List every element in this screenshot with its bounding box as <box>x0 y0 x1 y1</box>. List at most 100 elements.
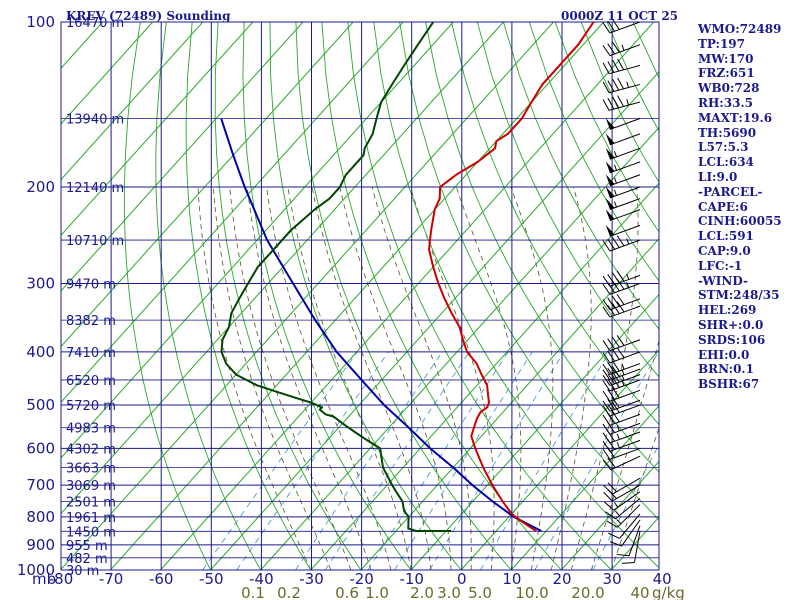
index-line: WMO:72489 <box>698 22 782 36</box>
wind-barb-half-flag <box>626 238 630 245</box>
wind-barb-flag <box>607 282 616 293</box>
dry-adiabat-line <box>185 22 312 570</box>
moist-adiabat-line <box>229 186 352 570</box>
mixing-ratio-tick-label: 3.0 <box>437 584 461 600</box>
pressure-tick-label: 100 <box>26 13 55 31</box>
wind-barb-staff <box>609 305 641 318</box>
wind-barb-flag <box>622 562 635 564</box>
isotherm-line <box>61 22 554 570</box>
height-label: 482 m <box>66 552 108 567</box>
height-label: 2501 m <box>66 496 116 511</box>
wind-barb-staff <box>612 477 641 495</box>
wind-barb <box>603 484 641 502</box>
wind-barb-flag <box>605 511 616 520</box>
isotherm-line <box>61 22 254 236</box>
indices-panel: WMO:72489 TP:197 MW:170 FRZ:651 WB0:728 RH:33… <box>698 22 798 392</box>
wind-barb-flag <box>607 304 616 316</box>
index-line: LCL:634 <box>698 155 754 170</box>
index-line: L57:5.3 <box>698 140 749 155</box>
wind-barb-flag <box>607 457 616 468</box>
wind-barb-half-flag <box>621 379 625 386</box>
wind-barb-half-flag <box>626 99 629 106</box>
moist-adiabat-line <box>371 186 472 570</box>
wind-barb-flag <box>607 373 616 385</box>
wind-barb <box>602 77 641 94</box>
index-line: SRDS:106 <box>698 332 766 347</box>
wind-barb <box>604 491 641 511</box>
wind-barb-flag <box>611 397 620 409</box>
wind-barb-flag <box>611 411 620 423</box>
wind-barb-flag <box>616 553 630 557</box>
mixing-ratio-tick-label: 2.0 <box>410 584 434 600</box>
wind-barb-staff <box>609 174 641 187</box>
wind-barb-flag <box>608 532 620 539</box>
wind-barb-flag <box>602 240 611 252</box>
dry-adiabat-line <box>528 22 659 282</box>
pressure-tick-label: 700 <box>26 476 55 494</box>
dry-adiabat-line <box>295 22 512 570</box>
wind-barb-staff <box>609 21 641 34</box>
wind-barb-staff <box>609 282 641 295</box>
wind-barb-flag <box>602 99 610 111</box>
temperature-tick-label: -60 <box>149 570 174 588</box>
wind-barb <box>605 186 641 199</box>
temperature-tick-label: -50 <box>199 570 224 588</box>
wind-barb-flag <box>602 363 611 375</box>
wind-barb-half-flag <box>626 273 630 280</box>
wind-barb <box>605 198 641 210</box>
wind-barb-flag <box>603 491 613 502</box>
index-line: CINH:60055 <box>698 214 782 229</box>
wind-barb-flag <box>611 295 620 307</box>
index-line: WB0:728 <box>698 81 760 96</box>
wind-barb-staff <box>609 422 641 435</box>
isobars <box>60 21 660 571</box>
wind-barb-staff <box>609 404 641 417</box>
wind-barb-flag <box>616 278 625 290</box>
wind-barb-staff <box>609 44 641 57</box>
dewpoint-trace <box>220 22 452 532</box>
wind-barb-half-flag <box>626 81 629 88</box>
height-label: 10710 m <box>66 234 124 249</box>
index-line: MAXT:19.6 <box>698 110 773 125</box>
wind-barb-staff <box>609 439 641 452</box>
wind-barb-half-flag <box>616 519 622 525</box>
wind-barb-flag <box>607 439 616 450</box>
wind-barb-flag <box>602 306 611 318</box>
wind-barb-staff <box>609 339 641 352</box>
index-line: CAP:9.0 <box>698 243 751 258</box>
wind-barb-flag <box>606 520 618 528</box>
wind-barb-flag <box>602 340 611 351</box>
wind-barb-staff <box>608 64 641 75</box>
wind-barb-flag <box>607 430 616 442</box>
wind-barb-staff <box>609 368 641 381</box>
wind-barb-half-flag <box>615 510 620 517</box>
wind-barb-flag <box>611 237 620 248</box>
wind-barb-flag <box>607 389 616 400</box>
wind-barb-flag <box>611 360 620 372</box>
wind-barb-half-flag <box>621 44 625 51</box>
temperature-tick-label: 20 <box>552 570 571 588</box>
wind-barb <box>602 371 641 387</box>
temperature-tick-label: -20 <box>349 570 374 588</box>
wind-barb-staff <box>609 198 641 210</box>
wind-barb-flag <box>617 58 625 71</box>
valid-time: 0000Z 11 OCT 25 <box>561 9 678 23</box>
dry-adiabat-line <box>269 22 462 570</box>
height-label: 4983 m <box>66 422 116 437</box>
wind-barb-flag <box>616 335 625 346</box>
height-label: 12140 m <box>66 181 124 196</box>
mixing-ratio-tick-label: 0.2 <box>277 584 301 600</box>
pressure-tick-label: 200 <box>26 178 55 196</box>
isotherm-line <box>210 71 659 570</box>
wind-barb-flag <box>611 376 620 388</box>
isotherm-line <box>310 182 659 570</box>
mixing-ratio-lines <box>202 351 659 570</box>
wind-barb-flag <box>611 336 620 348</box>
mixing-ratio-line <box>202 351 358 570</box>
wind-barb <box>602 376 641 392</box>
moist-adiabat-line <box>212 186 332 570</box>
wind-barb-flag <box>602 448 611 460</box>
wind-barb <box>605 118 641 130</box>
wind-barb <box>602 397 641 412</box>
wind-barb <box>602 347 641 364</box>
